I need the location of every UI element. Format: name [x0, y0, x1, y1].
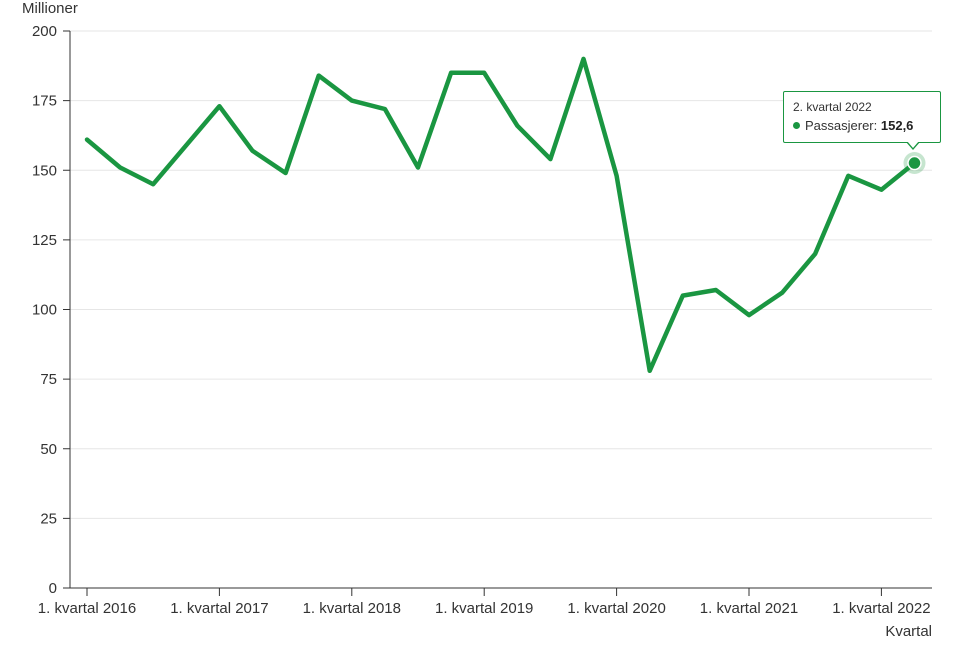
y-axis-title: Millioner: [22, 0, 78, 17]
tooltip-value: 152,6: [880, 118, 914, 133]
tooltip-series-label: Passasjerer:: [805, 118, 878, 133]
x-tick-label: 1. kvartal 2018: [303, 600, 401, 617]
y-tick-label: 75: [40, 371, 57, 388]
x-tick-label: 1. kvartal 2016: [38, 600, 136, 617]
hover-point: [907, 155, 922, 171]
tooltip-title: 2. kvartal 2022: [793, 100, 872, 114]
y-tick-label: 0: [49, 580, 57, 597]
x-tick-label: 1. kvartal 2020: [567, 600, 665, 617]
y-tick-label: 175: [32, 93, 57, 110]
tooltip-pointer-fill: [907, 141, 919, 148]
x-tick-label: 1. kvartal 2017: [170, 600, 268, 617]
y-tick-label: 50: [40, 441, 57, 458]
axes: 0 25 50 75 100 125 150 175 200 1. kvartal 2016 1. …: [32, 23, 932, 617]
tooltip-row: Passasjerer: 152,6: [793, 118, 940, 134]
grid-lines: [70, 30, 932, 519]
y-tick-label: 100: [32, 302, 57, 319]
series-lines: [84, 56, 917, 374]
data-points[interactable]: [84, 56, 926, 374]
y-tick-label: 150: [32, 162, 57, 179]
series-marker-icon: [793, 122, 800, 129]
hover-tooltip: 2. kvartal 2022 Passasjerer: 152,6: [783, 91, 941, 143]
x-tick-label: 1. kvartal 2019: [435, 600, 533, 617]
y-tick-label: 25: [40, 510, 57, 527]
x-tick-label: 1. kvartal 2022: [832, 600, 930, 617]
y-tick-label: 125: [32, 232, 57, 249]
y-tick-label: 200: [32, 23, 57, 40]
x-axis-title: Kvartal: [885, 623, 932, 640]
series-line-passasjerer: [84, 56, 917, 374]
x-tick-label: 1. kvartal 2021: [700, 600, 798, 617]
